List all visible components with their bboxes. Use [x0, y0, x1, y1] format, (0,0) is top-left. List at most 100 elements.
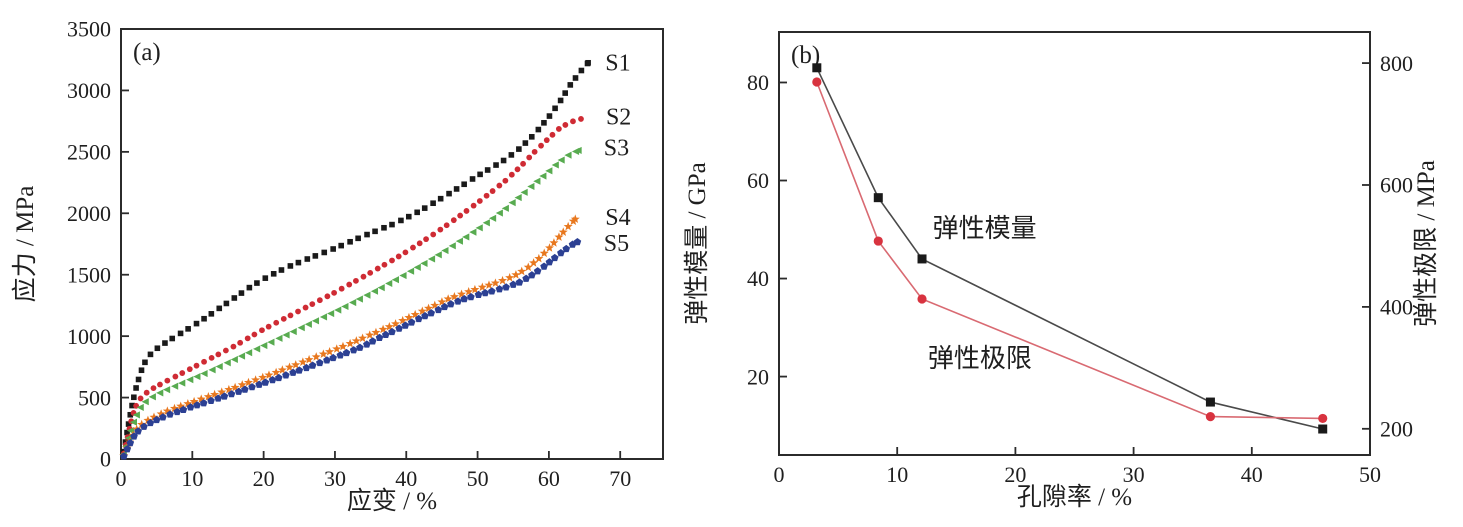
triangle-left-marker	[413, 263, 421, 271]
pentagon-marker	[336, 351, 345, 359]
square-marker	[453, 186, 460, 192]
circle-marker	[1318, 413, 1328, 424]
pentagon-marker	[528, 271, 536, 279]
square-marker	[270, 271, 277, 277]
square-marker	[546, 113, 553, 119]
pentagon-marker	[261, 378, 270, 386]
square-marker	[193, 320, 200, 327]
triangle-left-marker	[385, 279, 393, 288]
chart-a-series-S3: S3	[119, 136, 629, 458]
star-marker	[345, 338, 355, 348]
triangle-left-marker	[230, 355, 238, 364]
chart-a-y-axis: 0 500 1000 1500 2000 2500 3000 3500	[67, 17, 129, 472]
triangle-left-marker	[545, 167, 553, 175]
pentagon-marker	[173, 407, 181, 416]
square-marker	[567, 82, 574, 88]
chart-a-x-axis: 0 10 20 30 40 50 60 70	[116, 451, 631, 491]
square-marker	[562, 90, 568, 96]
square-marker	[389, 221, 395, 228]
circle-marker	[193, 362, 200, 369]
star-marker	[162, 406, 172, 415]
triangle-left-marker	[399, 271, 407, 280]
square-marker	[246, 284, 253, 291]
pentagon-marker	[329, 353, 337, 362]
triangle-left-marker	[267, 338, 275, 346]
square-marker	[355, 235, 361, 242]
square-marker	[338, 242, 344, 249]
circle-marker	[543, 137, 550, 144]
series-label-S1: S1	[605, 51, 630, 77]
circle-marker	[395, 253, 402, 260]
star-marker	[351, 336, 361, 345]
star-marker	[417, 306, 427, 316]
pentagon-marker	[295, 366, 304, 374]
pentagon-marker	[533, 267, 542, 275]
triangle-left-marker	[253, 345, 261, 353]
star-marker	[457, 289, 467, 299]
pentagon-marker	[159, 413, 167, 421]
circle-marker	[457, 212, 464, 219]
triangle-left-marker	[319, 313, 328, 321]
triangle-left-marker	[171, 382, 179, 390]
circle-marker	[402, 249, 409, 256]
pentagon-marker	[289, 368, 297, 376]
triangle-left-marker	[455, 237, 463, 245]
pentagon-marker	[214, 394, 222, 402]
triangle-left-marker	[377, 284, 385, 292]
square-marker	[578, 67, 585, 74]
circle-marker	[280, 315, 287, 322]
pentagon-marker	[140, 422, 148, 430]
star-marker	[325, 346, 335, 356]
circle-marker	[309, 301, 316, 308]
circle-marker	[483, 192, 490, 199]
circle-marker	[520, 160, 526, 167]
circle-marker	[222, 347, 229, 354]
star-marker	[505, 272, 515, 282]
chart-b-x-axis-title: 孔隙率 / %	[1017, 483, 1132, 511]
star-marker	[291, 360, 301, 369]
circle-marker	[555, 126, 562, 132]
triangle-left-marker	[363, 291, 371, 299]
pentagon-marker	[495, 285, 504, 293]
circle-marker	[389, 257, 395, 264]
square-marker	[508, 152, 515, 158]
square-marker	[138, 367, 145, 374]
chart-a-x-tick-label: 0	[116, 466, 127, 491]
triangle-left-marker	[441, 246, 449, 255]
pentagon-marker	[186, 403, 195, 411]
star-marker	[169, 403, 180, 413]
star-marker	[251, 375, 261, 384]
chart-a-x-tick-label: 30	[324, 466, 346, 491]
square-marker	[405, 213, 412, 220]
chart-a-y-tick-label: 3500	[67, 17, 111, 42]
circle-marker	[1205, 412, 1216, 422]
pentagon-marker	[356, 343, 364, 351]
circle-marker	[230, 343, 237, 350]
star-marker	[196, 394, 206, 404]
square-marker	[522, 140, 529, 146]
chart-a-y-tick-label: 2000	[67, 201, 111, 226]
circle-marker	[476, 198, 483, 204]
square-marker	[381, 224, 387, 231]
square-marker	[414, 209, 420, 216]
triangle-left-marker	[349, 298, 357, 307]
star-marker	[449, 291, 459, 301]
square-marker	[1318, 424, 1328, 434]
triangle-left-marker	[311, 317, 320, 325]
square-marker	[461, 181, 467, 188]
pentagon-marker	[349, 346, 358, 354]
circle-marker	[416, 240, 423, 247]
square-marker	[812, 63, 822, 73]
star-marker	[143, 415, 153, 425]
triangle-left-marker	[564, 151, 572, 159]
circle-marker	[244, 335, 251, 342]
star-marker	[490, 278, 500, 287]
triangle-left-marker	[341, 302, 349, 311]
triangle-left-marker	[129, 418, 138, 426]
square-marker	[873, 193, 883, 203]
triangle-left-marker	[334, 306, 342, 314]
star-marker	[304, 354, 314, 364]
triangle-left-marker	[282, 331, 290, 339]
pentagon-marker	[522, 274, 530, 282]
square-marker	[127, 411, 134, 418]
